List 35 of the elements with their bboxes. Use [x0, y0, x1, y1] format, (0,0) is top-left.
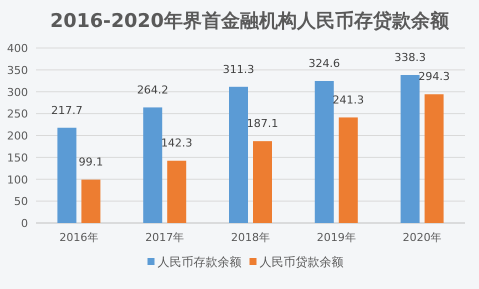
data-label: 217.7: [51, 104, 83, 117]
y-tick-label: 350: [7, 64, 28, 77]
y-tick-label: 200: [7, 130, 28, 142]
data-label: 142.3: [160, 136, 192, 150]
y-tick-label: 100: [7, 173, 28, 186]
data-label: 187.1: [246, 117, 278, 130]
x-tick-label: 2019年: [316, 231, 356, 244]
y-tick-label: 250: [7, 108, 28, 121]
x-tick-label: 2018年: [231, 231, 270, 244]
bar: [338, 117, 358, 223]
y-tick-label: 150: [7, 151, 28, 164]
legend-label: 人民币贷款余额: [260, 255, 344, 269]
data-label: 264.2: [136, 83, 168, 96]
data-label: 311.3: [222, 62, 254, 76]
data-label: 99.1: [78, 156, 104, 169]
data-label: 338.3: [394, 50, 426, 64]
bar: [229, 86, 248, 223]
legend-label: 人民币存款余额: [158, 255, 242, 269]
y-tick-label: 300: [7, 86, 28, 99]
bar: [424, 94, 444, 223]
x-tick-label: 2016年: [59, 231, 98, 244]
bar: [253, 141, 272, 223]
chart-title: 2016-2020年界首金融机构人民币存贷款余额: [50, 10, 450, 32]
x-tick-label: 2017年: [145, 231, 184, 244]
y-tick-label: 0: [21, 217, 28, 230]
bar: [400, 74, 420, 223]
bar: [57, 128, 76, 223]
data-label: 324.6: [308, 56, 340, 70]
bar: [167, 160, 186, 223]
bar: [314, 80, 334, 223]
x-tick-label: 2020年: [402, 231, 442, 244]
y-tick-label: 50: [14, 195, 28, 208]
bar: [81, 180, 100, 223]
y-tick-label: 400: [7, 42, 28, 55]
bar: [143, 107, 162, 223]
